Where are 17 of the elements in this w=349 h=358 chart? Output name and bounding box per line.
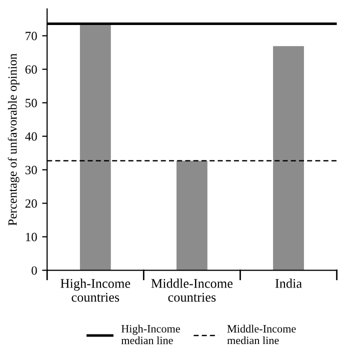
y-tick-label: 60 <box>25 65 37 74</box>
bar <box>80 24 111 270</box>
bar <box>273 46 304 270</box>
legend-label: High-Income median line <box>121 324 180 344</box>
y-tick-label: 50 <box>26 98 37 108</box>
y-tick-label: 40 <box>25 132 37 141</box>
y-tick-label: 10 <box>26 232 37 242</box>
bar <box>176 160 208 270</box>
y-tick-label: 70 <box>26 32 37 40</box>
x-tick-label: India <box>275 278 302 288</box>
y-tick-label: 30 <box>25 166 37 174</box>
y-axis-title: Percentage of unfavorable opinion <box>8 54 20 226</box>
y-tick-label: 20 <box>25 199 37 208</box>
y-tick-label: 0 <box>32 266 37 275</box>
x-tick-label: Middle-Income countries <box>151 278 233 302</box>
x-tick-label: High-Income countries <box>60 278 130 302</box>
legend-label: Middle-Income median line <box>227 324 296 344</box>
